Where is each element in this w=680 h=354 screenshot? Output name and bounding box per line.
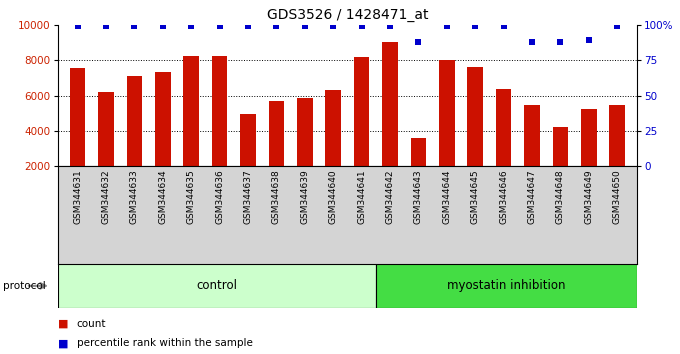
- Text: GSM344633: GSM344633: [130, 169, 139, 224]
- Bar: [155, 72, 171, 202]
- Text: count: count: [77, 319, 106, 329]
- Point: [385, 23, 396, 29]
- Text: GSM344640: GSM344640: [329, 169, 338, 224]
- Text: GSM344639: GSM344639: [301, 169, 309, 224]
- Bar: [439, 60, 455, 202]
- Bar: [354, 57, 369, 202]
- Text: GSM344637: GSM344637: [243, 169, 252, 224]
- Point: [328, 23, 339, 29]
- Bar: [269, 101, 284, 202]
- Point: [158, 23, 169, 29]
- Text: GSM344642: GSM344642: [386, 169, 394, 224]
- Bar: [297, 98, 313, 202]
- Text: GSM344646: GSM344646: [499, 169, 508, 224]
- Point: [526, 39, 537, 45]
- Bar: [467, 67, 483, 202]
- Text: GSM344645: GSM344645: [471, 169, 480, 224]
- Text: GSM344650: GSM344650: [613, 169, 622, 224]
- Bar: [581, 109, 596, 202]
- Point: [441, 23, 452, 29]
- Point: [612, 23, 623, 29]
- Bar: [70, 68, 86, 202]
- Bar: [212, 56, 228, 202]
- Text: myostatin inhibition: myostatin inhibition: [447, 279, 566, 292]
- Bar: [553, 126, 568, 202]
- Text: GSM344638: GSM344638: [272, 169, 281, 224]
- Bar: [376, 264, 637, 308]
- Text: GSM344634: GSM344634: [158, 169, 167, 224]
- Point: [129, 23, 140, 29]
- Text: GSM344649: GSM344649: [584, 169, 594, 224]
- Text: GSM344647: GSM344647: [528, 169, 537, 224]
- Point: [498, 23, 509, 29]
- Point: [214, 23, 225, 29]
- Bar: [326, 90, 341, 202]
- Bar: [240, 114, 256, 202]
- Text: GSM344631: GSM344631: [73, 169, 82, 224]
- Title: GDS3526 / 1428471_at: GDS3526 / 1428471_at: [267, 8, 428, 22]
- Text: GSM344644: GSM344644: [443, 169, 452, 224]
- Point: [413, 39, 424, 45]
- Point: [356, 23, 367, 29]
- Text: GSM344648: GSM344648: [556, 169, 565, 224]
- Point: [243, 23, 254, 29]
- Bar: [524, 105, 540, 202]
- Bar: [411, 138, 426, 202]
- Point: [299, 23, 310, 29]
- Text: ■: ■: [58, 338, 68, 348]
- Text: GSM344641: GSM344641: [357, 169, 367, 224]
- Point: [101, 23, 112, 29]
- Bar: [609, 105, 625, 202]
- Text: GSM344635: GSM344635: [187, 169, 196, 224]
- Text: ■: ■: [58, 319, 68, 329]
- Bar: [58, 264, 376, 308]
- Bar: [496, 89, 511, 202]
- Point: [186, 23, 197, 29]
- Text: GSM344636: GSM344636: [215, 169, 224, 224]
- Text: protocol: protocol: [3, 281, 46, 291]
- Bar: [126, 76, 142, 202]
- Bar: [184, 56, 199, 202]
- Point: [271, 23, 282, 29]
- Point: [555, 39, 566, 45]
- Text: percentile rank within the sample: percentile rank within the sample: [77, 338, 253, 348]
- Text: control: control: [197, 279, 237, 292]
- Bar: [99, 92, 114, 202]
- Text: GSM344643: GSM344643: [414, 169, 423, 224]
- Point: [583, 38, 594, 43]
- Point: [72, 23, 83, 29]
- Bar: [382, 41, 398, 202]
- Text: GSM344632: GSM344632: [101, 169, 111, 224]
- Point: [470, 23, 481, 29]
